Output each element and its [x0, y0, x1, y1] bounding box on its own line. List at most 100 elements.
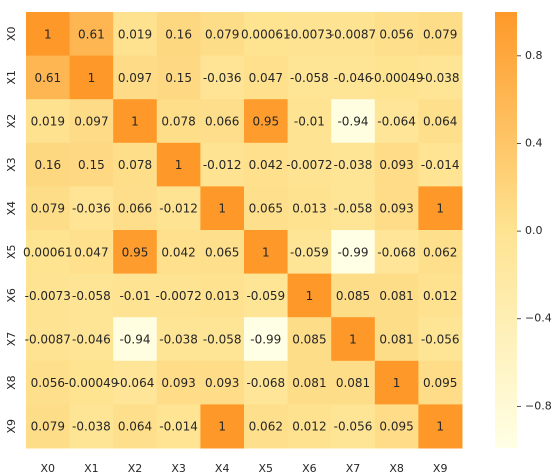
heatmap-cell-value: 0.064	[423, 115, 457, 129]
heatmap-cell-labels: 1 0.61 0.019 0.16 0.079 0.00061-0.0073-0.0087…	[23, 27, 460, 433]
heatmap-cell-value: 1	[393, 376, 401, 390]
heatmap-cell-value: 0.00061	[23, 245, 73, 259]
heatmap-cell	[244, 142, 289, 187]
heatmap-cell	[374, 99, 419, 144]
heatmap-cell	[418, 230, 463, 275]
y-tick-label: X0	[5, 27, 18, 42]
heatmap-cell-value: 0.081	[379, 333, 413, 347]
heatmap-cell-value: 0.047	[249, 71, 283, 85]
heatmap-cell	[69, 99, 114, 144]
heatmap-cell	[113, 186, 158, 231]
heatmap-cell-value: -0.0087	[330, 27, 376, 41]
y-tick-label: X2	[5, 114, 18, 129]
heatmap-cell-value: 0.079	[423, 27, 457, 41]
heatmap-cell-value: -0.0073	[25, 289, 71, 303]
heatmap-cells	[26, 12, 463, 449]
heatmap-cell	[331, 230, 376, 275]
heatmap-cell	[418, 55, 463, 100]
heatmap-cell-value: 0.081	[292, 376, 326, 390]
heatmap-cell	[69, 404, 114, 449]
heatmap-cell	[200, 142, 245, 187]
heatmap-cell-value: -0.059	[290, 245, 329, 259]
heatmap-cell-value: 0.065	[249, 202, 283, 216]
heatmap-cell-value: -0.038	[72, 420, 111, 434]
x-axis-ticks: X0 X1 X2 X3 X4 X5 X6 X7 X8 X9	[41, 462, 448, 474]
heatmap-cell	[69, 55, 114, 100]
heatmap-cell	[200, 317, 245, 362]
heatmap-cell	[374, 12, 419, 57]
heatmap-cell-value: 0.012	[292, 420, 326, 434]
y-tick-label: X3	[5, 157, 18, 172]
heatmap-cell	[331, 317, 376, 362]
heatmap-cell-value: 0.042	[249, 158, 283, 172]
heatmap-cell-value: 0.056	[31, 376, 65, 390]
heatmap-cell	[331, 273, 376, 318]
y-tick-label: X5	[5, 245, 18, 260]
heatmap-cell	[374, 230, 419, 275]
heatmap-cell-value: -0.038	[159, 333, 198, 347]
heatmap-cell-value: -0.01	[294, 115, 325, 129]
heatmap-cell	[331, 404, 376, 449]
heatmap-cell	[26, 55, 71, 100]
heatmap-cell-value: -0.038	[421, 71, 460, 85]
heatmap-cell	[156, 273, 201, 318]
heatmap-cell-value: 0.61	[34, 71, 61, 85]
heatmap-cell	[69, 230, 114, 275]
heatmap-cell-value: 0.093	[379, 158, 413, 172]
heatmap-cell-value: 0.085	[292, 333, 326, 347]
heatmap-cell	[113, 360, 158, 405]
heatmap-cell-value: 0.16	[34, 158, 61, 172]
heatmap-cell-value: -0.0087	[25, 333, 71, 347]
heatmap-cell-value: 1	[306, 289, 314, 303]
heatmap-cell	[287, 55, 332, 100]
heatmap-cell	[244, 230, 289, 275]
y-tick-label: X8	[5, 375, 18, 390]
x-tick-label: X5	[259, 462, 274, 474]
heatmap-cell-value: 0.013	[205, 289, 239, 303]
y-tick-label: X1	[5, 70, 18, 85]
heatmap-cell-value: 0.097	[118, 71, 152, 85]
heatmap-cell-value: 0.95	[252, 115, 279, 129]
heatmap-cell-value: 1	[436, 420, 444, 434]
heatmap-cell	[26, 99, 71, 144]
heatmap-cell	[113, 317, 158, 362]
heatmap-cell	[113, 142, 158, 187]
heatmap-cell-value: -0.059	[246, 289, 285, 303]
heatmap-cell	[418, 99, 463, 144]
y-tick-label: X6	[5, 288, 18, 303]
heatmap-cell	[374, 404, 419, 449]
x-tick-label: X2	[128, 462, 143, 474]
colorbar-tick-label: 0.0	[525, 224, 543, 237]
heatmap-cell-value: 0.079	[31, 202, 65, 216]
x-tick-label: X4	[215, 462, 230, 474]
heatmap-cell-value: 0.093	[205, 376, 239, 390]
heatmap-cell	[156, 186, 201, 231]
heatmap-cell-value: -0.014	[421, 158, 460, 172]
colorbar-tick-label: 0.8	[525, 49, 543, 62]
heatmap-cell	[156, 142, 201, 187]
heatmap-cell-value: 1	[44, 27, 52, 41]
heatmap-cell	[244, 186, 289, 231]
heatmap-cell	[374, 273, 419, 318]
heatmap-cell-value: 0.00061	[241, 27, 291, 41]
heatmap-cell-value: 0.013	[292, 202, 326, 216]
heatmap-cell-value: 0.062	[249, 420, 283, 434]
heatmap-cell	[287, 273, 332, 318]
heatmap-cell	[26, 317, 71, 362]
heatmap-cell-value: -0.036	[72, 202, 111, 216]
heatmap-cell-value: 0.095	[379, 420, 413, 434]
heatmap-cell	[331, 186, 376, 231]
x-tick-label: X0	[41, 462, 56, 474]
heatmap-cell	[287, 230, 332, 275]
heatmap-cell	[200, 12, 245, 57]
heatmap-cell-value: -0.068	[246, 376, 285, 390]
heatmap-cell-value: -0.94	[119, 333, 150, 347]
heatmap-cell-value: -0.046	[334, 71, 373, 85]
heatmap-cell-value: 0.079	[205, 27, 239, 41]
heatmap-cell	[331, 99, 376, 144]
heatmap-cell-value: -0.058	[72, 289, 111, 303]
heatmap-cell-value: -0.056	[421, 333, 460, 347]
heatmap-cell-value: 0.081	[379, 289, 413, 303]
heatmap-cell	[287, 142, 332, 187]
